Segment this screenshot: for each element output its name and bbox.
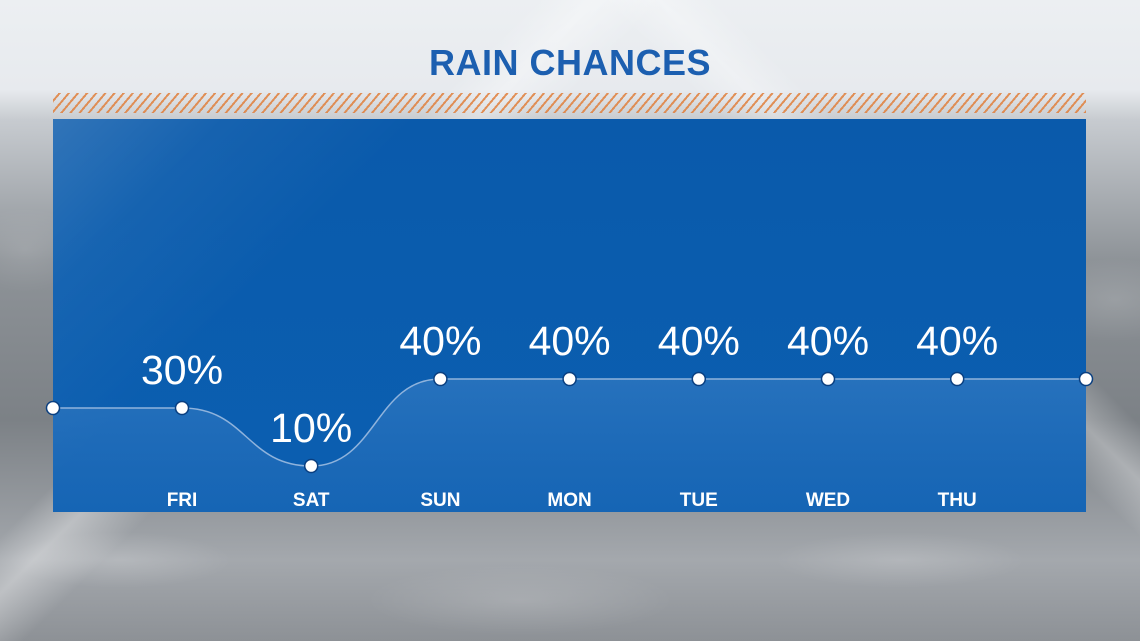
value-label-sun: 40% <box>399 318 481 364</box>
title-hatch-divider <box>53 93 1086 113</box>
data-point-tue <box>691 371 707 387</box>
edge-marker-left <box>45 400 61 416</box>
day-label-fri: FRI <box>167 490 198 511</box>
chart-title: RAIN CHANCES <box>428 42 711 83</box>
value-label-sat: 10% <box>270 405 352 451</box>
day-label-wed: WED <box>806 490 850 511</box>
day-label-mon: MON <box>547 490 591 511</box>
rain-chance-line <box>53 378 1086 467</box>
value-label-fri: 30% <box>141 347 223 393</box>
data-point-fri <box>174 400 190 416</box>
data-point-thu <box>949 371 965 387</box>
rain-chance-area <box>53 379 1086 512</box>
value-label-thu: 40% <box>916 318 998 364</box>
value-label-wed: 40% <box>787 318 869 364</box>
value-label-mon: 40% <box>529 318 611 364</box>
data-point-mon <box>562 371 577 387</box>
edge-marker-right <box>1078 371 1094 387</box>
day-label-tue: TUE <box>680 490 718 511</box>
day-label-thu: THU <box>938 490 977 511</box>
data-point-sat <box>303 458 319 474</box>
data-point-sun <box>433 371 448 387</box>
day-label-sat: SAT <box>293 490 330 511</box>
data-point-wed <box>820 371 836 387</box>
day-label-sun: SUN <box>420 490 460 511</box>
value-label-tue: 40% <box>658 318 740 364</box>
